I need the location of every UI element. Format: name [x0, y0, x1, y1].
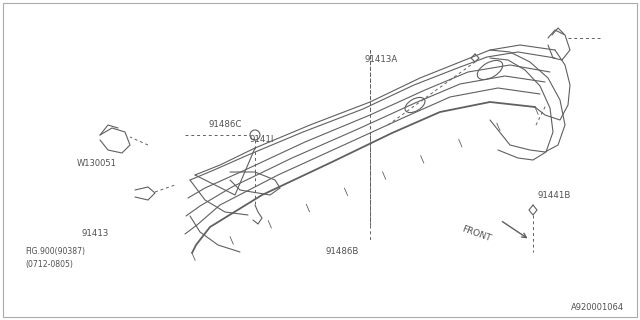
- Text: A920001064: A920001064: [571, 303, 624, 312]
- Text: (0712-0805): (0712-0805): [26, 260, 74, 268]
- Text: 91486B: 91486B: [326, 247, 359, 256]
- Text: 91441B: 91441B: [538, 191, 571, 200]
- Text: 91413: 91413: [81, 229, 108, 238]
- Text: FRONT: FRONT: [461, 224, 493, 243]
- Text: 91486C: 91486C: [209, 120, 242, 129]
- Text: W130051: W130051: [77, 159, 116, 168]
- Text: 9141I: 9141I: [250, 135, 274, 144]
- Text: FIG.900(90387): FIG.900(90387): [26, 247, 86, 256]
- Text: 91413A: 91413A: [365, 55, 398, 64]
